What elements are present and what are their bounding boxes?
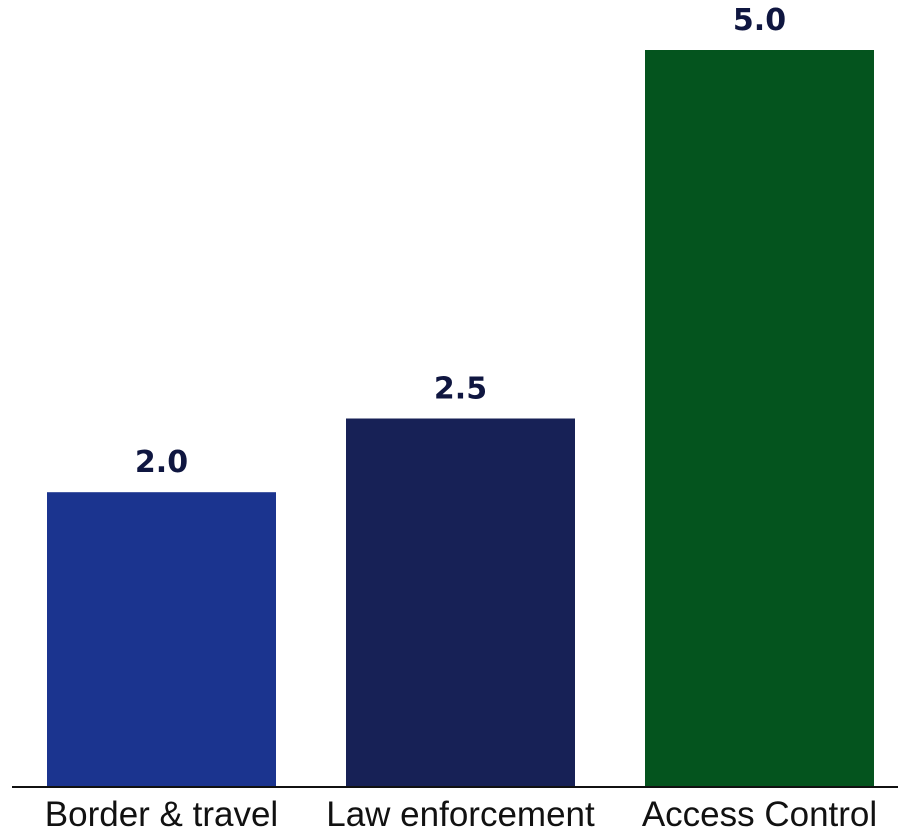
value-label-1: 2.0 [135,445,188,480]
value-label-3: 5.0 [733,3,786,38]
category-labels-group: Border & travel Law enforcement Access Con… [45,795,877,831]
bar-3 [645,50,874,787]
bars-group [47,50,874,787]
bar-2 [346,418,575,787]
category-label-1: Border & travel [45,795,278,831]
value-label-2: 2.5 [434,372,487,407]
category-label-2: Law enforcement [326,795,595,831]
bar-1 [47,492,276,787]
category-label-3: Access Control [642,795,877,831]
value-labels-group: 2.0 2.5 5.0 [135,3,786,480]
